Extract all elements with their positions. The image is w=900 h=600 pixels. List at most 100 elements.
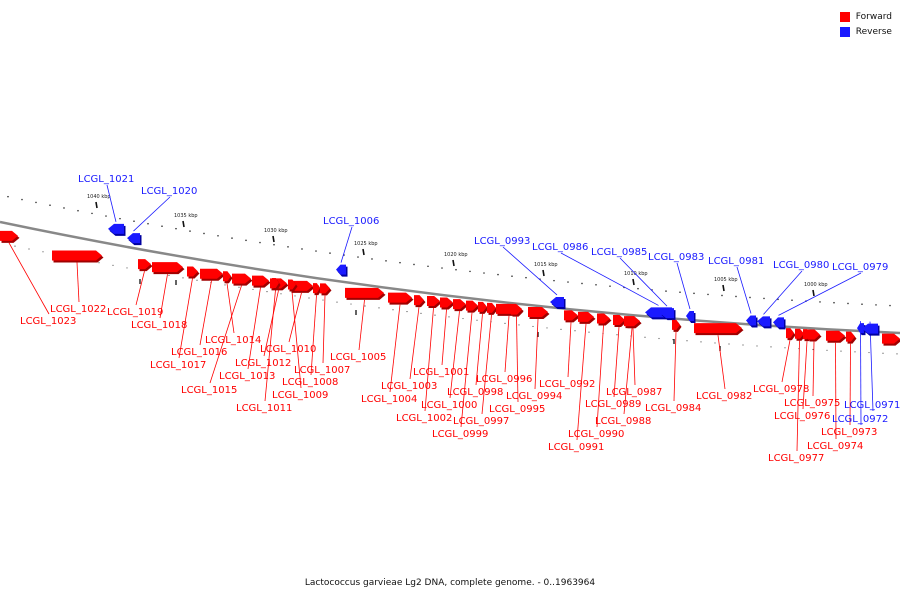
scale-dot-upper [357, 256, 359, 258]
gene-lcgl-1004 [388, 292, 412, 303]
scale-dot-lower [364, 305, 366, 307]
tick-label: 1040 kbp [87, 194, 111, 200]
leader-line [516, 316, 519, 403]
gene-label: LCGL_0990 [568, 429, 624, 440]
leader-line [247, 287, 261, 370]
leader-line [632, 328, 636, 386]
scale-dot-upper [189, 230, 191, 232]
scale-dot-lower [196, 279, 198, 281]
gene-label: LCGL_1015 [181, 385, 237, 396]
leader-line [736, 266, 752, 314]
scale-dot-lower [238, 286, 240, 288]
scale-dot-upper [665, 290, 667, 292]
gene-label: LCGL_1014 [205, 335, 261, 346]
gene-label: LCGL_0976 [774, 411, 830, 422]
scale-dot-upper [133, 220, 135, 222]
gene-features [0, 223, 900, 346]
scale-tick [182, 220, 185, 228]
tick-label: 1030 kbp [264, 228, 288, 234]
scale-dot-lower [168, 274, 170, 277]
gene-lcgl-1009 [288, 279, 296, 290]
gene-label: LCGL_1007 [294, 365, 350, 376]
leader-line [860, 321, 862, 426]
leader-line [763, 270, 803, 315]
gene-unlabeled [882, 333, 900, 344]
leader-line [802, 341, 808, 410]
gene-lcgl-0985 [660, 308, 674, 319]
gene-label: LCGL_0983 [648, 252, 704, 263]
gene-label: LCGL_0992 [539, 379, 595, 390]
leader-line [322, 295, 326, 364]
scale-dot-lower [224, 284, 226, 286]
gene-label: LCGL_0996 [476, 374, 532, 385]
scale-dot-lower [868, 351, 870, 354]
leader-line [560, 252, 659, 306]
scale-dot-lower [462, 317, 464, 320]
gene-label: LCGL_1012 [235, 358, 291, 369]
scale-dot-upper [749, 296, 751, 299]
leader-line [481, 314, 492, 415]
gene-label: LCGL_0991 [548, 442, 604, 453]
gene-lcgl-1017 [187, 266, 198, 277]
gene-lcgl-0979 [773, 317, 784, 328]
gene-lcgl-0981 [746, 315, 756, 326]
scale-dot-lower [112, 264, 114, 266]
gene-label: LCGL_0999 [432, 429, 488, 440]
gene-label: LCGL_1019 [107, 307, 163, 318]
scale-dot-lower [476, 319, 478, 321]
leader-line [567, 322, 572, 378]
gene-lcgl-0982 [694, 323, 742, 334]
scale-dot-lower [28, 248, 30, 250]
scale-dot-lower [812, 348, 814, 351]
leader-line [869, 321, 874, 412]
scale-dot-lower [392, 309, 394, 311]
scale-dot-upper [847, 302, 849, 305]
scale-dot-upper [553, 279, 555, 282]
gene-label: LCGL_0987 [606, 387, 662, 398]
scale-dot-upper [819, 301, 821, 303]
gene-label: LCGL_0980 [773, 260, 829, 271]
leader-line [291, 291, 302, 389]
gene-lcgl-1022 [52, 250, 102, 261]
legend-forward-label: Forward [855, 11, 892, 22]
gene-lcgl-1014 [223, 271, 231, 282]
scale-dot-upper [7, 195, 9, 198]
scale-dot-lower [378, 307, 380, 309]
leader-line [263, 290, 279, 357]
gene-label: LCGL_1008 [282, 377, 338, 388]
leader-line [835, 342, 837, 440]
leader-line [76, 262, 80, 303]
gene-lcgl-1007 [320, 283, 330, 294]
scale-dot-upper [763, 297, 765, 300]
leader-line [424, 307, 434, 412]
scale-dot-lower [98, 262, 100, 264]
scale-dot-lower [714, 342, 716, 344]
leader-line [133, 196, 171, 232]
gene-label: LCGL_1023 [20, 316, 76, 327]
gene-label: LCGL_0985 [591, 247, 647, 258]
gene-label: LCGL_0989 [585, 399, 641, 410]
gene-label: LCGL_1006 [323, 216, 379, 227]
leader-line [264, 289, 276, 402]
tick-label: 1005 kbp [714, 277, 738, 283]
scale-dot-upper [455, 268, 457, 271]
scale-dot-lower [532, 325, 534, 328]
gene-label: LCGL_1003 [381, 381, 437, 392]
leader-line [717, 335, 726, 390]
scale-dot-upper [791, 299, 793, 302]
scale-dot-upper [721, 294, 723, 297]
gene-label: LCGL_0978 [753, 384, 809, 395]
leader-line [209, 285, 242, 384]
gene-lcgl-1006 [336, 264, 346, 275]
scale-dot-lower [686, 340, 688, 342]
gene-lcgl-0983 [686, 311, 694, 322]
leader-line [475, 313, 483, 386]
scale-dot-lower [728, 343, 730, 345]
scale-dot-upper [637, 287, 639, 290]
leader-line [340, 226, 353, 263]
gene-label: LCGL_0984 [645, 403, 701, 414]
legend-forward: Forward [839, 9, 892, 24]
scale-dot-upper [259, 241, 261, 244]
gene-lcgl-0980 [757, 316, 770, 327]
leader-line [178, 278, 193, 359]
